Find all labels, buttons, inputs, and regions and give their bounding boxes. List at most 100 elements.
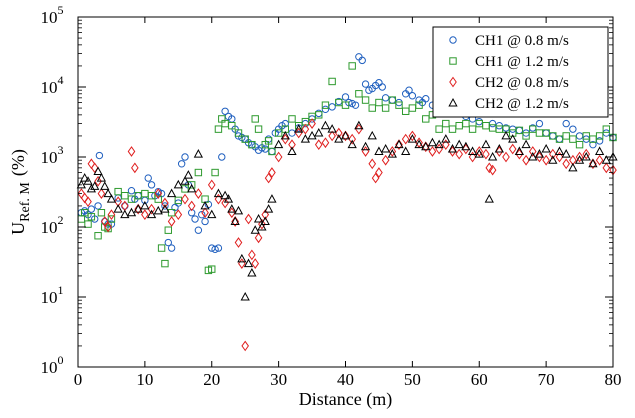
data-point bbox=[415, 137, 423, 149]
data-point bbox=[548, 148, 557, 160]
data-point bbox=[328, 103, 336, 111]
data-point bbox=[127, 146, 136, 157]
data-point bbox=[361, 80, 370, 88]
data-point bbox=[514, 146, 525, 155]
data-point bbox=[93, 166, 103, 176]
data-point bbox=[294, 124, 304, 133]
data-point bbox=[121, 191, 129, 200]
data-point bbox=[415, 101, 423, 109]
data-point bbox=[174, 196, 183, 205]
data-point bbox=[542, 154, 550, 166]
data-point bbox=[408, 92, 417, 100]
y-tick-label: 100 bbox=[41, 353, 64, 377]
data-point bbox=[127, 187, 136, 195]
data-point bbox=[263, 204, 274, 213]
data-point bbox=[529, 125, 537, 133]
data-point bbox=[448, 125, 457, 133]
data-point bbox=[264, 137, 273, 145]
data-point bbox=[358, 56, 366, 65]
data-point bbox=[561, 149, 571, 158]
legend-marker bbox=[448, 97, 458, 107]
axis-ticks bbox=[77, 16, 614, 368]
data-point bbox=[133, 204, 143, 213]
data-point bbox=[508, 125, 517, 133]
data-point bbox=[562, 119, 570, 128]
data-point bbox=[95, 151, 104, 160]
data-point bbox=[548, 155, 558, 164]
x-tick-label: 80 bbox=[605, 370, 622, 389]
data-point bbox=[161, 202, 169, 210]
data-point bbox=[315, 111, 323, 119]
data-point bbox=[380, 143, 391, 153]
data-point bbox=[574, 155, 585, 164]
data-point bbox=[231, 216, 239, 227]
data-point bbox=[375, 167, 383, 178]
data-point bbox=[220, 190, 230, 200]
legend-box bbox=[432, 26, 609, 118]
data-point bbox=[501, 130, 511, 140]
data-point bbox=[234, 237, 243, 248]
data-point bbox=[183, 170, 193, 179]
data-point bbox=[300, 134, 311, 143]
data-point bbox=[427, 137, 438, 147]
data-point bbox=[221, 197, 229, 209]
data-point bbox=[521, 139, 531, 149]
data-point bbox=[77, 215, 86, 223]
data-point bbox=[515, 148, 524, 160]
data-point bbox=[508, 143, 517, 155]
data-point bbox=[187, 181, 196, 189]
legend-marker bbox=[449, 36, 457, 44]
data-point bbox=[201, 217, 209, 226]
data-point bbox=[522, 132, 530, 140]
data-point bbox=[482, 148, 490, 160]
data-point bbox=[223, 194, 234, 203]
data-point bbox=[164, 238, 172, 247]
data-point bbox=[522, 154, 530, 166]
data-point bbox=[454, 139, 464, 149]
data-point bbox=[131, 162, 139, 174]
data-point bbox=[274, 151, 283, 163]
data-point bbox=[414, 139, 424, 149]
data-point bbox=[301, 119, 310, 128]
data-point bbox=[230, 216, 240, 225]
data-point bbox=[327, 124, 337, 133]
data-point bbox=[301, 123, 310, 135]
data-point bbox=[84, 220, 92, 228]
data-point bbox=[86, 183, 97, 193]
data-point bbox=[250, 225, 260, 234]
data-point bbox=[441, 139, 450, 151]
data-point bbox=[94, 202, 102, 210]
data-point bbox=[421, 141, 430, 153]
data-point bbox=[153, 205, 163, 215]
data-point bbox=[455, 148, 464, 160]
data-point bbox=[103, 188, 113, 198]
data-point bbox=[602, 125, 611, 133]
data-point bbox=[535, 151, 544, 163]
data-point bbox=[213, 188, 224, 198]
data-point bbox=[467, 146, 478, 155]
data-point bbox=[371, 172, 380, 184]
data-point bbox=[602, 162, 611, 174]
data-point bbox=[181, 153, 189, 161]
data-point bbox=[177, 160, 186, 168]
series-3-markers bbox=[77, 118, 617, 352]
x-tick-label: 0 bbox=[74, 370, 83, 389]
data-point bbox=[211, 168, 219, 177]
data-point bbox=[581, 151, 591, 161]
y-axis-label-subscript: Ref. M bbox=[18, 182, 33, 222]
x-tick-label: 60 bbox=[471, 370, 488, 389]
data-point bbox=[80, 173, 90, 182]
data-point bbox=[375, 98, 383, 107]
data-point bbox=[562, 132, 570, 140]
data-point bbox=[355, 123, 363, 135]
data-point bbox=[273, 139, 284, 149]
data-point bbox=[107, 215, 116, 223]
data-point bbox=[244, 213, 253, 225]
data-point bbox=[287, 146, 297, 155]
data-point bbox=[374, 146, 384, 155]
data-point bbox=[228, 121, 236, 130]
data-point bbox=[100, 181, 110, 190]
data-point bbox=[528, 146, 537, 157]
data-point bbox=[351, 101, 360, 109]
